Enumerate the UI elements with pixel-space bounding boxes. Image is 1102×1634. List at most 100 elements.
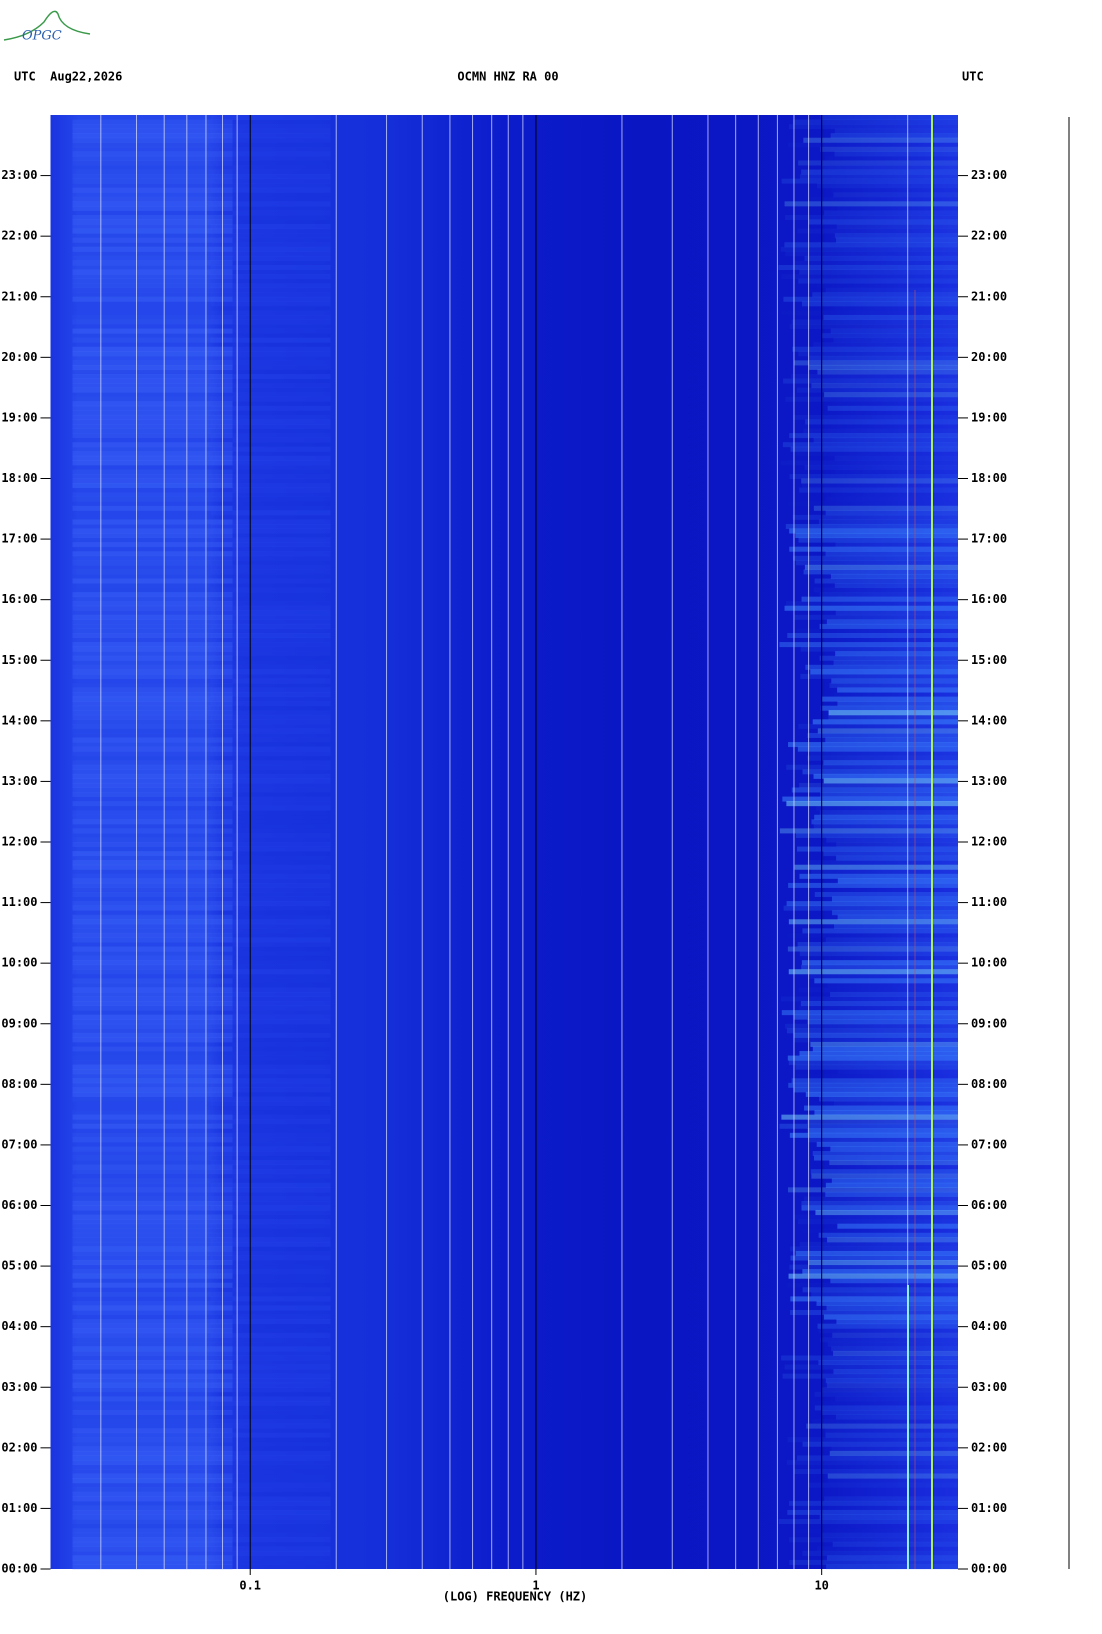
texture-streak	[72, 460, 233, 466]
texture-streak	[830, 328, 958, 334]
texture-streak	[72, 1441, 233, 1447]
y-tick-label: 17:00	[1, 532, 37, 546]
texture-streak	[784, 605, 958, 611]
texture-streak	[210, 1128, 331, 1134]
texture-streak	[72, 128, 233, 134]
texture-streak	[795, 1064, 958, 1070]
texture-streak	[72, 1423, 233, 1429]
texture-streak	[72, 1255, 233, 1261]
texture-streak	[72, 151, 233, 157]
y-tick-label: 20:00	[1, 350, 37, 364]
texture-streak	[72, 842, 233, 848]
texture-streak	[210, 932, 331, 938]
texture-streak	[833, 1100, 958, 1107]
y-tick-label: 05:00	[1, 1259, 37, 1273]
texture-streak	[831, 1178, 958, 1184]
texture-streak	[785, 214, 958, 221]
texture-streak	[210, 614, 331, 620]
texture-streak	[210, 510, 331, 516]
texture-streak	[72, 1269, 233, 1275]
texture-streak	[72, 1500, 233, 1506]
texture-streak	[211, 515, 331, 520]
texture-streak	[210, 1100, 331, 1107]
texture-streak	[72, 242, 233, 248]
texture-streak	[210, 746, 331, 752]
texture-streak	[833, 660, 958, 666]
x-axis-label: (LOG) FREQUENCY (HZ)	[443, 1590, 588, 1604]
texture-streak	[210, 1005, 331, 1011]
texture-streak	[787, 1509, 958, 1515]
texture-streak	[73, 1106, 233, 1111]
texture-streak	[819, 623, 958, 629]
y-tick-label: 00:00	[1, 1562, 37, 1576]
texture-streak	[210, 187, 331, 193]
texture-streak	[211, 1124, 331, 1129]
texture-streak	[210, 1387, 331, 1393]
texture-streak	[72, 928, 233, 934]
texture-streak	[72, 264, 233, 270]
texture-streak	[211, 828, 331, 833]
texture-streak	[72, 860, 233, 866]
texture-streak	[210, 251, 331, 257]
texture-streak	[795, 451, 958, 456]
y-tick-label: 23:00	[971, 168, 1007, 182]
texture-streak	[210, 1564, 331, 1570]
texture-streak	[211, 279, 331, 284]
texture-streak	[836, 237, 958, 243]
texture-streak	[795, 1074, 958, 1079]
texture-streak	[72, 664, 233, 670]
texture-streak	[789, 1537, 958, 1543]
texture-streak	[799, 951, 958, 957]
texture-streak	[72, 1337, 233, 1343]
texture-streak	[72, 1178, 233, 1184]
texture-streak	[210, 1269, 331, 1275]
texture-streak	[837, 914, 958, 920]
texture-streak	[801, 169, 958, 175]
texture-streak	[210, 528, 331, 534]
texture-streak	[210, 687, 331, 693]
texture-streak	[780, 996, 958, 1002]
texture-streak	[72, 764, 233, 770]
texture-streak	[210, 455, 331, 461]
texture-streak	[211, 1437, 331, 1442]
y-tick-label: 17:00	[971, 532, 1007, 546]
texture-streak	[210, 392, 331, 398]
texture-streak	[72, 1228, 233, 1234]
texture-streak	[210, 1264, 331, 1270]
texture-streak	[799, 487, 958, 493]
texture-streak	[781, 1114, 958, 1120]
texture-streak	[72, 991, 233, 997]
texture-streak	[784, 201, 958, 207]
texture-streak	[72, 1464, 233, 1470]
texture-streak	[72, 878, 233, 884]
texture-streak	[812, 292, 958, 298]
texture-streak	[827, 1473, 958, 1479]
texture-streak	[72, 555, 233, 561]
y-tick-label: 01:00	[1, 1501, 37, 1515]
texture-streak	[788, 1273, 958, 1279]
texture-streak	[210, 1119, 331, 1125]
texture-streak	[210, 1132, 331, 1138]
texture-streak	[829, 1160, 958, 1166]
texture-streak	[834, 233, 958, 239]
texture-streak	[836, 1319, 958, 1325]
texture-streak	[210, 296, 331, 302]
texture-streak	[797, 1219, 958, 1225]
texture-streak	[787, 1437, 958, 1443]
texture-streak	[210, 1078, 331, 1084]
texture-streak	[805, 664, 958, 670]
texture-streak	[819, 592, 958, 598]
chart-title: OCMN HNZ RA 00	[457, 70, 558, 84]
texture-streak	[803, 1196, 958, 1202]
texture-streak	[210, 255, 331, 261]
texture-streak	[827, 1237, 958, 1243]
texture-streak	[72, 901, 233, 907]
texture-streak	[210, 696, 331, 702]
texture-streak	[782, 442, 958, 448]
texture-streak	[72, 124, 233, 130]
texture-streak	[210, 787, 331, 793]
texture-streak	[781, 178, 958, 184]
texture-streak	[210, 805, 331, 811]
texture-streak	[210, 542, 331, 548]
texture-streak	[210, 428, 331, 434]
